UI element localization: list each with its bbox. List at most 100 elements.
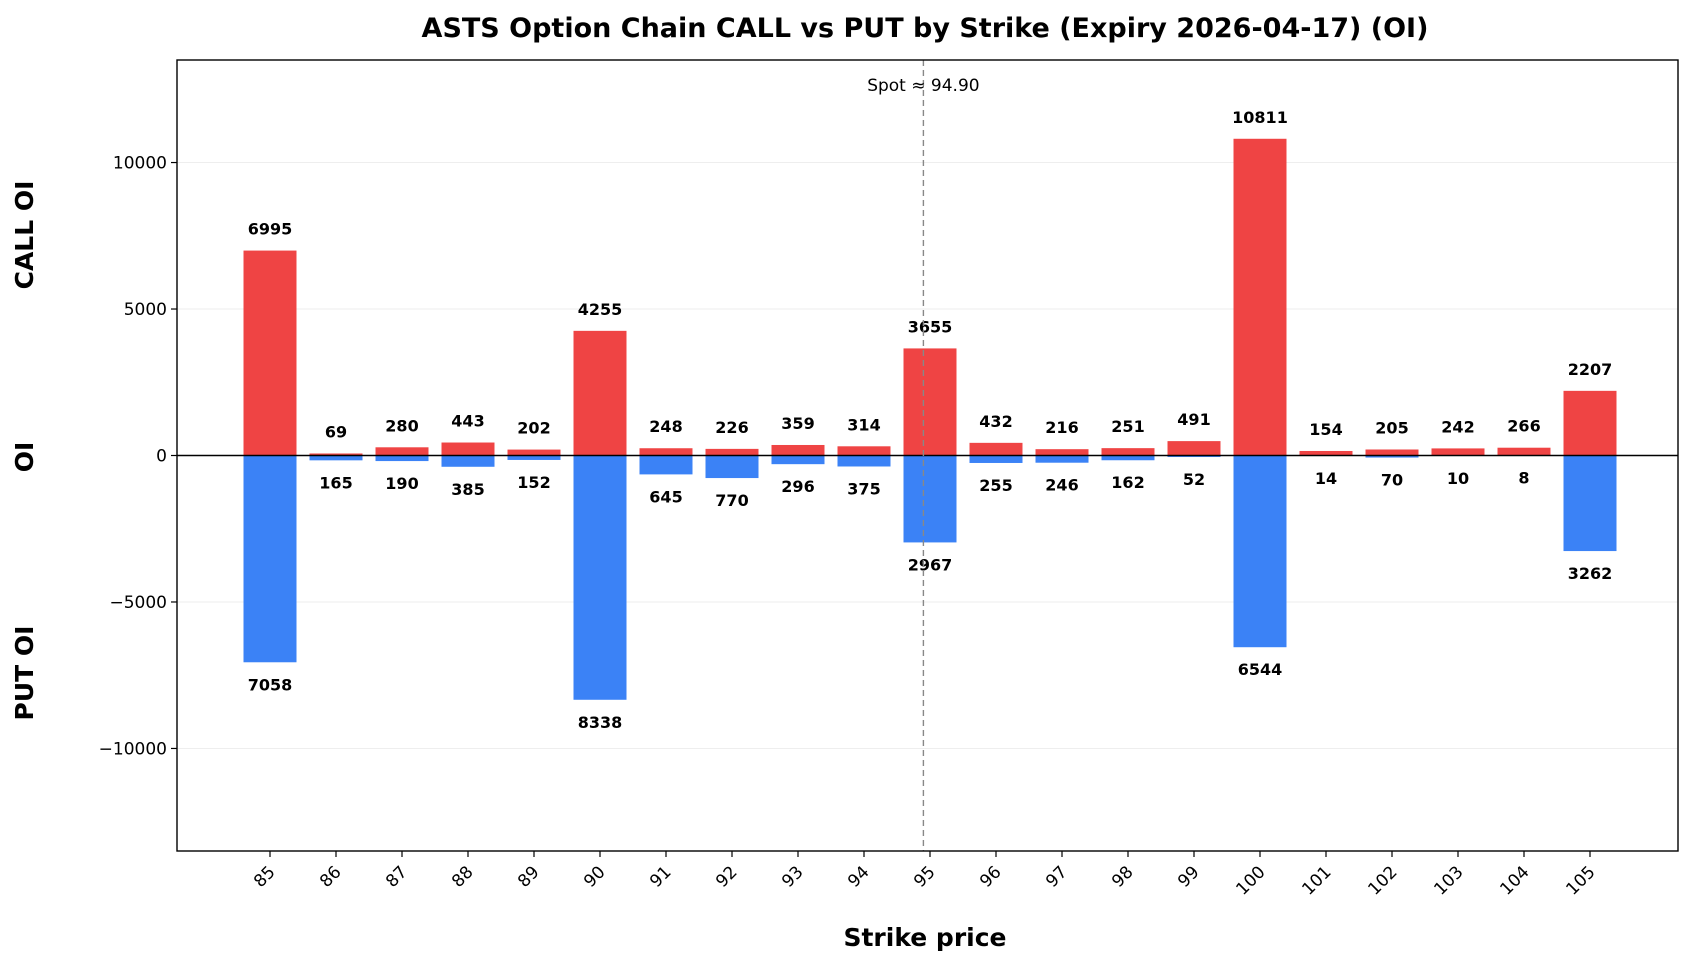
call-value-label: 314 (847, 415, 880, 434)
put-bar (903, 455, 957, 543)
put-value-label: 52 (1183, 470, 1205, 489)
x-tick-label: 100 (1232, 862, 1269, 899)
call-bar (1563, 390, 1617, 456)
call-value-label: 216 (1045, 418, 1078, 437)
put-value-label: 6544 (1238, 660, 1283, 679)
put-bar (837, 455, 891, 467)
x-tick-label: 87 (382, 862, 411, 891)
call-value-label: 280 (385, 416, 418, 435)
put-bar (969, 455, 1023, 463)
x-tick-label: 102 (1364, 862, 1401, 899)
call-bar (1035, 449, 1089, 456)
call-value-label: 359 (781, 414, 814, 433)
y-axis-label-put: PUT OI (10, 626, 39, 721)
call-value-label: 3655 (908, 317, 953, 336)
x-tick-label: 99 (1174, 862, 1203, 891)
call-value-label: 4255 (578, 300, 623, 319)
put-bar (1365, 455, 1419, 458)
call-value-label: 432 (979, 412, 1012, 431)
call-bar (1167, 441, 1221, 456)
call-value-label: 443 (451, 412, 484, 431)
call-bar (1365, 449, 1419, 456)
put-bar (375, 455, 429, 462)
put-value-label: 375 (847, 479, 880, 498)
x-tick-label: 93 (778, 862, 807, 891)
y-tick-label: −5000 (109, 593, 167, 613)
call-value-label: 2207 (1568, 360, 1613, 379)
put-bar (1563, 455, 1617, 552)
put-value-label: 296 (781, 477, 814, 496)
x-tick-label: 92 (712, 862, 741, 891)
x-tick-label: 91 (646, 862, 675, 891)
call-value-label: 10811 (1232, 108, 1288, 127)
put-value-label: 165 (319, 473, 352, 492)
put-value-label: 8 (1518, 469, 1529, 488)
call-value-label: 205 (1375, 418, 1408, 437)
call-value-label: 248 (649, 417, 682, 436)
call-bar (507, 449, 561, 456)
x-tick-label: 85 (250, 862, 279, 891)
call-bar (441, 442, 495, 456)
call-bar (771, 444, 825, 456)
y-axis-label: OI (10, 442, 39, 473)
put-value-label: 10 (1447, 469, 1469, 488)
y-axis-label-call: CALL OI (10, 181, 39, 290)
call-bar (969, 442, 1023, 456)
call-bar (705, 448, 759, 456)
put-bar (1233, 455, 1287, 648)
call-value-label: 226 (715, 418, 748, 437)
x-axis-ticks: 85 86 87 88 89 90 91 92 93 94 95 96 97 98 99 100 101 102 1… (250, 851, 1600, 899)
call-bar (573, 330, 627, 456)
put-bar (771, 455, 825, 465)
call-value-label: 154 (1309, 420, 1342, 439)
y-tick-label: −10000 (99, 739, 167, 759)
put-value-label: 190 (385, 474, 418, 493)
put-bar (573, 455, 627, 700)
call-value-label: 491 (1177, 410, 1210, 429)
call-value-label: 266 (1507, 417, 1540, 436)
put-value-label: 7058 (248, 675, 293, 694)
call-value-label: 242 (1441, 417, 1474, 436)
call-bar (1101, 448, 1155, 456)
call-value-label: 202 (517, 419, 550, 438)
x-tick-label: 94 (844, 862, 873, 891)
call-bar (309, 453, 363, 456)
x-tick-label: 98 (1108, 862, 1137, 891)
x-tick-label: 103 (1430, 862, 1467, 899)
y-tick-label: 0 (156, 447, 167, 467)
call-bar (243, 250, 297, 456)
put-value-label: 8338 (578, 713, 623, 732)
put-bar (309, 455, 363, 461)
call-bar (837, 446, 891, 456)
call-bar (639, 448, 693, 456)
call-bar (1233, 138, 1287, 456)
put-value-label: 385 (451, 480, 484, 499)
y-tick-label: 5000 (124, 300, 167, 320)
put-value-label: 255 (979, 476, 1012, 495)
put-value-label: 14 (1315, 469, 1337, 488)
x-tick-label: 104 (1496, 862, 1533, 899)
put-bar (507, 455, 561, 460)
x-tick-label: 90 (580, 862, 609, 891)
call-bar (903, 348, 957, 456)
put-bar (705, 455, 759, 479)
put-value-label: 70 (1381, 471, 1403, 490)
put-value-label: 2967 (908, 555, 953, 574)
bars (243, 138, 1617, 700)
call-bar (375, 447, 429, 456)
x-tick-label: 88 (448, 862, 477, 891)
call-bar (1497, 447, 1551, 456)
spot-label: Spot ≈ 94.90 (867, 76, 979, 96)
call-value-label: 6995 (248, 220, 293, 239)
call-bar (1431, 448, 1485, 456)
call-value-label: 69 (325, 422, 347, 441)
x-tick-label: 89 (514, 862, 543, 891)
put-value-label: 246 (1045, 476, 1078, 495)
call-value-label: 251 (1111, 417, 1144, 436)
x-tick-label: 96 (976, 862, 1005, 891)
x-tick-label: 86 (316, 862, 345, 891)
chart-title: ASTS Option Chain CALL vs PUT by Strike … (422, 13, 1429, 44)
put-bar (441, 455, 495, 467)
put-value-label: 152 (517, 473, 550, 492)
x-tick-label: 105 (1562, 862, 1599, 899)
